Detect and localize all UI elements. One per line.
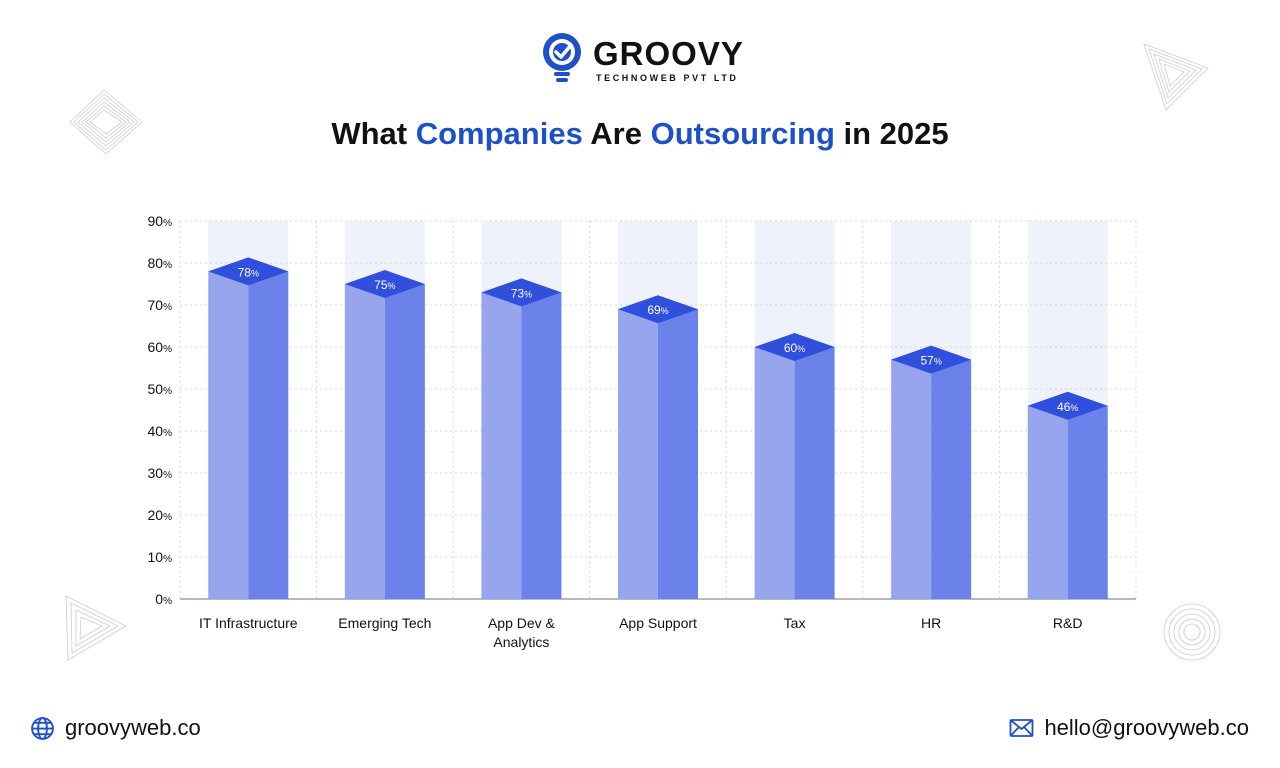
y-tick-label: 70% — [148, 297, 173, 313]
brand-name: GROOVY — [593, 35, 744, 72]
x-tick-label: Emerging Tech — [338, 615, 431, 631]
data-label: 46% — [1057, 400, 1078, 414]
decorative-wave-pattern — [1143, 43, 1209, 111]
bar-left-face — [618, 309, 658, 599]
y-tick-label: 60% — [148, 339, 173, 355]
data-label: 69% — [647, 303, 668, 317]
bar: 46% — [1027, 391, 1108, 599]
bar-top-face — [208, 257, 289, 286]
bar-top-face — [1027, 391, 1108, 420]
globe-icon — [31, 716, 54, 740]
bar-right-face — [521, 292, 562, 599]
bar-left-face — [754, 347, 795, 599]
bar-left-face — [481, 292, 522, 599]
bar-right-face — [1067, 405, 1108, 599]
decorative-wave-pattern — [1163, 603, 1221, 661]
x-tick-label: App Support — [619, 615, 697, 631]
bar: 69% — [618, 295, 698, 599]
decorative-wave-pattern — [65, 595, 127, 661]
y-tick-label: 50% — [148, 381, 173, 397]
decorative-wave-pattern — [69, 89, 143, 155]
title-highlight: Companies — [415, 116, 583, 151]
bar-left-face — [208, 271, 249, 599]
bar: 60% — [754, 333, 835, 599]
bar-top-face — [481, 278, 562, 307]
title-text: What — [331, 116, 416, 151]
bar-right-face — [248, 271, 289, 599]
x-tick-label: App Dev & Analytics — [488, 615, 556, 650]
data-label: 73% — [511, 286, 532, 300]
bar-right-face — [384, 284, 425, 599]
bar-right-face — [931, 359, 972, 599]
bar-left-face — [344, 284, 385, 599]
x-tick-label: HR — [921, 615, 941, 631]
page-title: What Companies Are Outsourcing in 2025 — [0, 116, 1280, 152]
bar-right-face — [658, 309, 698, 599]
x-tick-label: R&D — [1053, 615, 1083, 631]
y-tick-label: 10% — [148, 549, 173, 565]
bar: 75% — [344, 270, 425, 599]
bar-top-face — [754, 333, 835, 361]
data-label: 75% — [374, 278, 395, 292]
bar: 57% — [891, 345, 972, 599]
brand-logo: GROOVY TECHNOWEB PVT LTD — [541, 31, 744, 89]
y-tick-label: 90% — [148, 213, 173, 229]
mail-icon — [1010, 719, 1034, 737]
footer-email[interactable]: hello@groovyweb.co — [1009, 713, 1249, 743]
bar-top-face — [618, 295, 698, 324]
y-tick-label: 80% — [148, 255, 173, 271]
footer-website[interactable]: groovyweb.co — [30, 713, 201, 743]
y-tick-label: 20% — [148, 507, 173, 523]
lightbulb-check-icon — [543, 33, 581, 82]
bar-left-face — [891, 359, 932, 599]
website-link[interactable]: groovyweb.co — [65, 715, 201, 740]
y-tick-label: 0% — [155, 591, 172, 607]
y-tick-label: 40% — [148, 423, 173, 439]
bar-right-face — [794, 347, 835, 599]
brand-subtitle: TECHNOWEB PVT LTD — [596, 73, 739, 83]
title-highlight: Outsourcing — [650, 116, 835, 151]
x-tick-label: Tax — [784, 615, 806, 631]
data-label: 78% — [238, 265, 259, 279]
bar-left-face — [1027, 405, 1068, 599]
bar: 78% — [208, 257, 289, 599]
bar-top-face — [344, 270, 425, 298]
data-label: 60% — [784, 341, 805, 355]
bar-top-face — [891, 345, 972, 374]
title-text: Are — [582, 116, 651, 151]
data-label: 57% — [920, 354, 941, 368]
y-tick-label: 30% — [148, 465, 173, 481]
title-text: in 2025 — [834, 116, 949, 151]
bar: 73% — [481, 278, 562, 599]
x-tick-label: IT Infrastructure — [199, 615, 298, 631]
email-link[interactable]: hello@groovyweb.co — [1044, 715, 1249, 740]
